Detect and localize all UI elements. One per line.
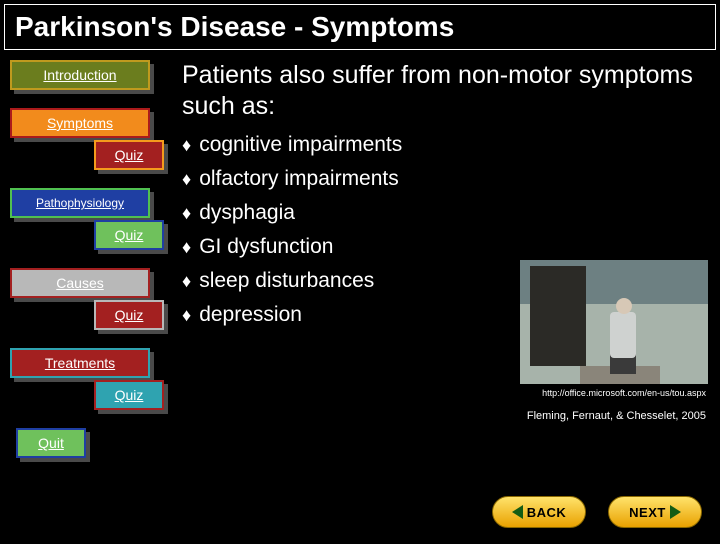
citation: Fleming, Fernaut, & Chesselet, 2005 — [527, 410, 706, 422]
next-label: NEXT — [629, 505, 666, 520]
illustration-photo — [520, 260, 708, 384]
arrow-right-icon — [670, 505, 681, 519]
sidebar: Introduction Symptoms Quiz Pathophysiolo… — [6, 60, 172, 458]
nav-quiz-treatments[interactable]: Quiz — [94, 380, 164, 410]
main-content: Patients also suffer from non-motor symp… — [172, 60, 714, 458]
image-credit: http://office.microsoft.com/en-us/tou.as… — [542, 388, 706, 398]
list-item: GI dysfunction — [182, 235, 714, 259]
nav-causes[interactable]: Causes — [10, 268, 150, 298]
back-button[interactable]: BACK — [492, 496, 586, 528]
next-button[interactable]: NEXT — [608, 496, 702, 528]
lead-text: Patients also suffer from non-motor symp… — [182, 60, 714, 123]
nav-quit[interactable]: Quit — [16, 428, 86, 458]
nav-quiz-causes[interactable]: Quiz — [94, 300, 164, 330]
nav-pathophysiology[interactable]: Pathophysiology — [10, 188, 150, 218]
page-title: Parkinson's Disease - Symptoms — [4, 4, 716, 50]
nav-symptoms[interactable]: Symptoms — [10, 108, 150, 138]
nav-treatments[interactable]: Treatments — [10, 348, 150, 378]
pager: BACK NEXT — [492, 496, 702, 528]
nav-introduction[interactable]: Introduction — [10, 60, 150, 90]
list-item: cognitive impairments — [182, 133, 714, 157]
arrow-left-icon — [512, 505, 523, 519]
nav-quiz-symptoms[interactable]: Quiz — [94, 140, 164, 170]
list-item: dysphagia — [182, 201, 714, 225]
list-item: olfactory impairments — [182, 167, 714, 191]
back-label: BACK — [527, 505, 567, 520]
nav-quiz-patho[interactable]: Quiz — [94, 220, 164, 250]
